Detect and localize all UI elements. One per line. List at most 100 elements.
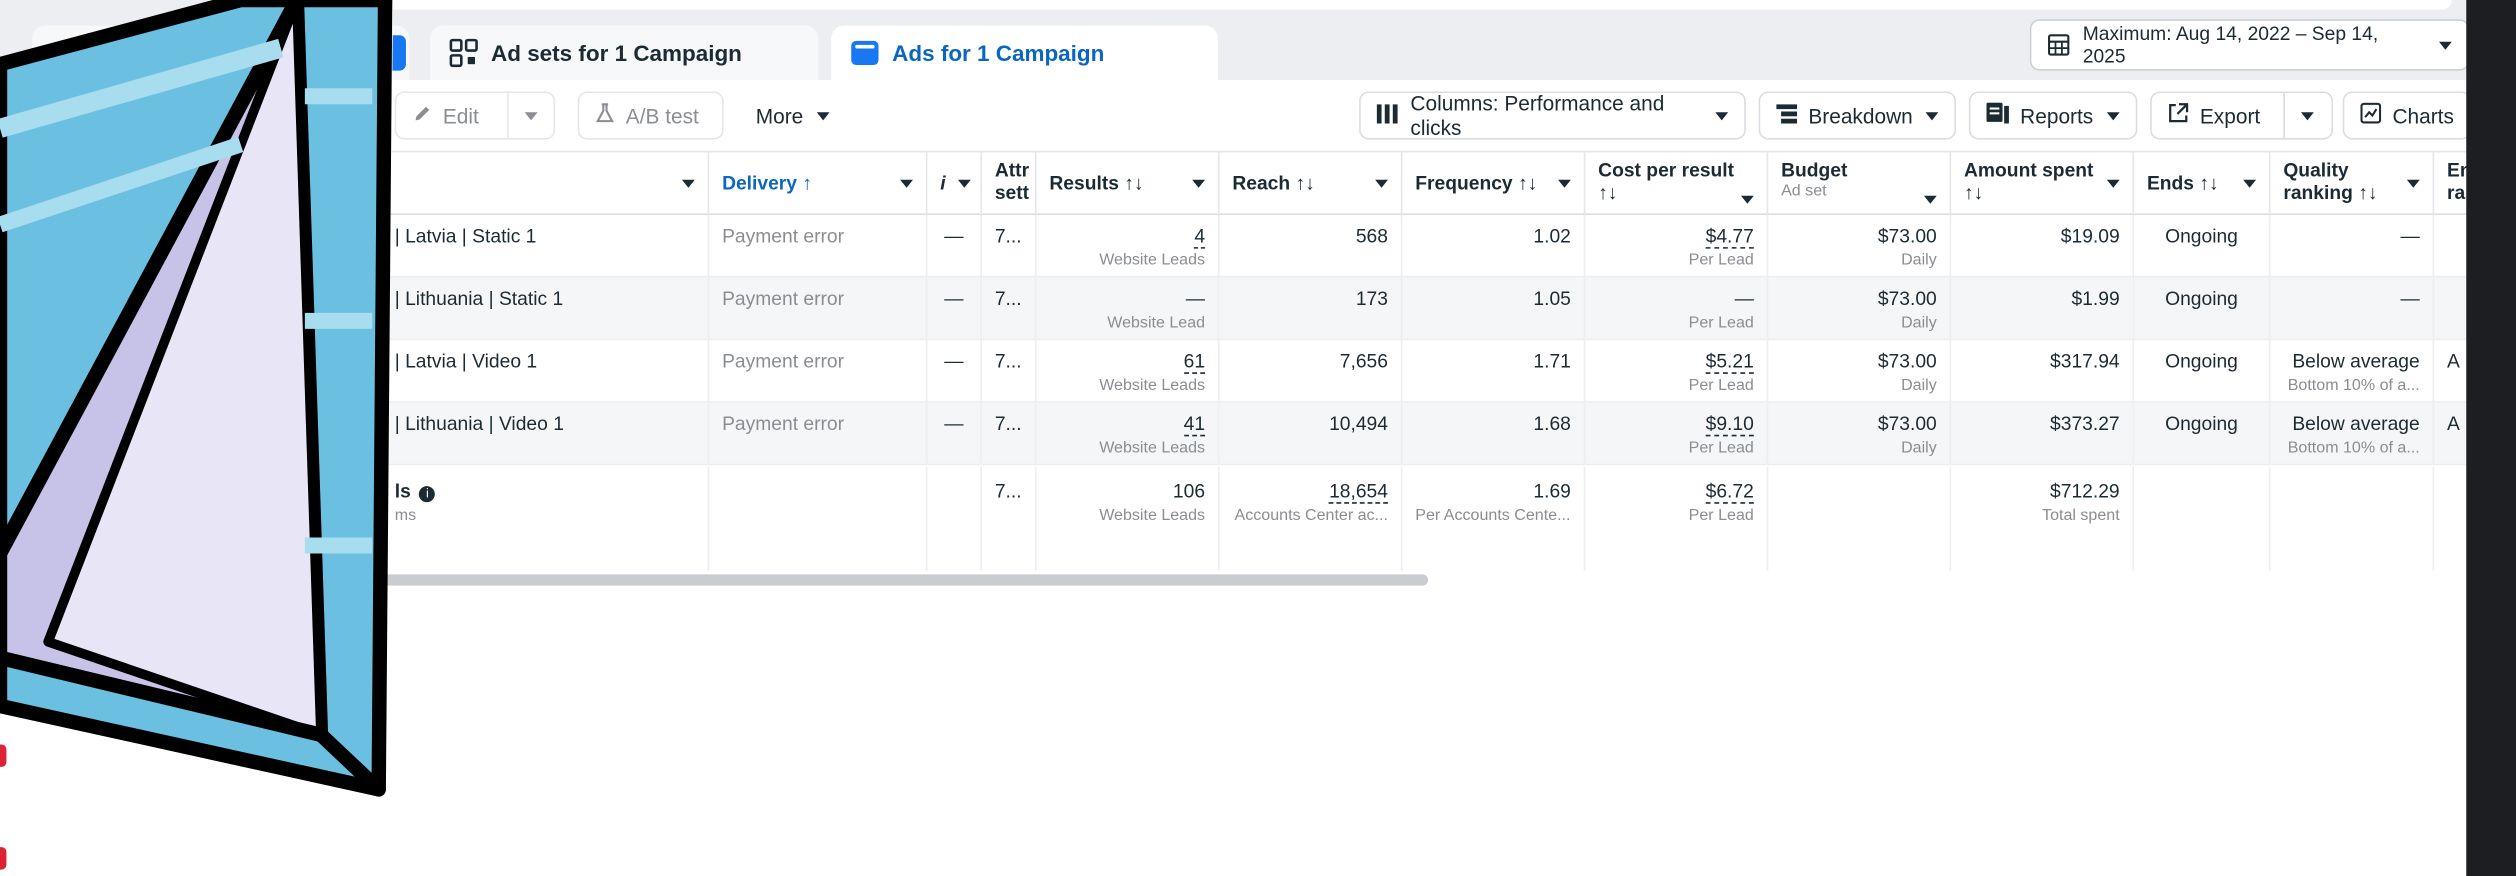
charts-button[interactable]: Charts	[2342, 91, 2472, 140]
header-budget[interactable]: Budget Ad set	[1768, 152, 1952, 217]
cell-cost-per-result: — Per Lead	[1585, 277, 1769, 341]
adsets-icon	[449, 38, 478, 68]
header-results[interactable]: Results ↑↓	[1037, 152, 1220, 217]
cell-i: —	[927, 214, 983, 278]
cell-quality-ranking: Below average Bottom 10% of a...	[2270, 402, 2435, 466]
cell-reach: 10,494	[1219, 402, 1403, 466]
cell-engagement-ranking: A	[2447, 349, 2460, 373]
cell-cost-per-result: $5.21 Per Lead	[1585, 340, 1769, 403]
ab-test-button[interactable]: A/B test	[577, 91, 724, 140]
right-dark-edge	[2466, 0, 2516, 876]
export-icon	[2168, 103, 2189, 129]
chevron-down-icon[interactable]	[2300, 111, 2314, 120]
totals-ends	[2134, 466, 2271, 572]
export-button[interactable]: Export	[2150, 91, 2334, 140]
cell-engagement-ranking: A	[2447, 412, 2460, 435]
ad-name[interactable]: | Latvia | Static 1	[382, 214, 710, 278]
header-cost-per-result[interactable]: Cost per result ↑↓	[1585, 152, 1769, 217]
tab-adsets-label: Ad sets for 1 Campaign	[491, 40, 742, 66]
table-row[interactable]: | Lithuania | Static 1 Payment error — 7…	[0, 277, 2467, 341]
breakdown-button[interactable]: Breakdown	[1758, 91, 1956, 140]
cell-cost-per-result: $9.10 Per Lead	[1585, 402, 1769, 466]
cell-frequency: 1.02	[1402, 214, 1586, 278]
breakdown-icon	[1776, 103, 1798, 127]
red-marker	[0, 847, 7, 870]
cell-quality-ranking: —	[2270, 214, 2435, 278]
cell-attribution: 7...	[982, 340, 1037, 403]
header-attribution[interactable]: Attr sett	[982, 152, 1037, 217]
table-row[interactable]: | Latvia | Video 1 Payment error — 7... …	[0, 340, 2467, 403]
cell-i: —	[927, 340, 983, 403]
totals-i	[927, 466, 983, 572]
cell-amount-spent: $1.99	[1951, 277, 2135, 341]
info-icon[interactable]: i	[419, 486, 436, 503]
columns-icon	[1376, 103, 1399, 127]
table-row[interactable]: | Latvia | Static 1 Payment error — 7...…	[0, 214, 2467, 278]
totals-cost-per-result: $6.72 Per Lead	[1585, 466, 1769, 572]
totals-attribution: 7...	[982, 466, 1037, 572]
delivery-status: Payment error	[709, 402, 928, 466]
cell-frequency: 1.71	[1402, 340, 1586, 403]
cell-attribution: 7...	[982, 277, 1037, 341]
chevron-down-icon	[2106, 111, 2119, 120]
totals-reach: 18,654 Accounts Center ac...	[1219, 466, 1403, 572]
cell-results: — Website Lead	[1037, 277, 1220, 341]
totals-delivery	[709, 466, 928, 572]
cell-ends: Ongoing	[2134, 340, 2271, 403]
totals-frequency: 1.69 Per Accounts Cente...	[1402, 466, 1586, 572]
totals-quality	[2270, 466, 2435, 572]
horizontal-scrollbar[interactable]	[381, 574, 1429, 586]
red-marker	[0, 744, 7, 767]
cell-reach: 173	[1219, 277, 1403, 341]
cell-results: 41 Website Leads	[1037, 402, 1220, 466]
ads-icon	[850, 39, 879, 68]
header-delivery[interactable]: Delivery ↑	[709, 152, 928, 217]
cell-amount-spent: $19.09	[1951, 214, 2135, 278]
cell-cost-per-result: $4.77 Per Lead	[1585, 214, 1769, 278]
paper-plane-sticker	[0, 0, 394, 797]
header-ends[interactable]: Ends ↑↓	[2134, 152, 2271, 217]
cell-budget: $73.00 Daily	[1768, 402, 1952, 466]
table-row[interactable]: | Lithuania | Video 1 Payment error — 7.…	[0, 402, 2467, 466]
delivery-status: Payment error	[709, 214, 928, 278]
tab-ads[interactable]: Ads for 1 Campaign	[831, 25, 1218, 81]
header-amount-spent[interactable]: Amount spent ↑↓	[1951, 152, 2135, 217]
ad-name[interactable]: | Lithuania | Static 1	[382, 277, 710, 341]
ad-name[interactable]: | Latvia | Video 1	[382, 340, 710, 403]
header-frequency[interactable]: Frequency ↑↓	[1402, 152, 1586, 217]
ad-name[interactable]: | Lithuania | Video 1	[382, 402, 710, 466]
cell-ends: Ongoing	[2134, 277, 2271, 341]
totals-row: ls i ms 7... 106 Website Leads 18,654 Acco…	[0, 466, 2466, 572]
ads-table: Delivery ↑ i Attr sett Results ↑↓ Reach …	[0, 150, 2472, 572]
header-engagement-ranking[interactable]: En ra	[2447, 158, 2472, 204]
tab-adsets[interactable]: Ad sets for 1 Campaign	[430, 25, 819, 81]
chevron-down-icon	[816, 111, 829, 120]
reports-button[interactable]: Reports	[1968, 91, 2138, 140]
totals-results: 106 Website Leads	[1037, 466, 1220, 572]
more-button[interactable]: More	[738, 91, 851, 140]
header-name[interactable]	[382, 152, 710, 217]
header-i[interactable]: i	[927, 152, 983, 217]
chevron-down-icon	[1925, 111, 1939, 120]
cell-amount-spent: $373.27	[1951, 402, 2135, 466]
cell-amount-spent: $317.94	[1951, 340, 2135, 403]
cell-quality-ranking: —	[2270, 277, 2435, 341]
calendar-icon	[2047, 34, 2070, 56]
chevron-down-icon[interactable]	[524, 111, 538, 120]
date-range-label: Maximum: Aug 14, 2022 – Sep 14, 2025	[2082, 22, 2379, 68]
cell-frequency: 1.68	[1402, 402, 1586, 466]
header-quality-ranking[interactable]: Quality ranking ↑↓	[2270, 152, 2435, 217]
columns-button[interactable]: Columns: Performance and clicks	[1359, 91, 1746, 140]
tab-ads-label: Ads for 1 Campaign	[892, 40, 1105, 66]
date-range-picker[interactable]: Maximum: Aug 14, 2022 – Sep 14, 2025	[2029, 19, 2470, 71]
cell-ends: Ongoing	[2134, 402, 2271, 466]
delivery-status: Payment error	[709, 340, 928, 403]
edit-button[interactable]: Edit	[394, 91, 556, 140]
toolbar: Edit A/B test More Columns: Performance …	[0, 80, 2472, 151]
cell-i: —	[927, 402, 983, 466]
header-reach[interactable]: Reach ↑↓	[1219, 152, 1403, 217]
cell-budget: $73.00 Daily	[1768, 340, 1952, 403]
cell-reach: 7,656	[1219, 340, 1403, 403]
cell-attribution: 7...	[982, 402, 1037, 466]
